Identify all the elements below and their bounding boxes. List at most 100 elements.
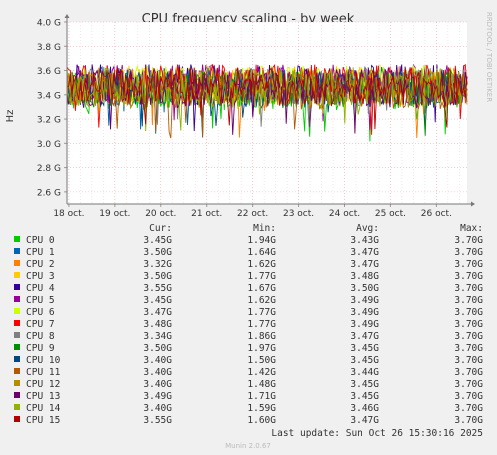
- legend-max-value: 3.70G: [454, 247, 483, 258]
- legend-header-cur: Cur:: [149, 223, 172, 234]
- legend-name: CPU 14: [26, 403, 61, 414]
- legend-name: CPU 5: [26, 295, 55, 306]
- y-axis-arrow: [64, 14, 70, 18]
- legend-cur-value: 3.40G: [143, 403, 172, 414]
- legend-row: CPU 9 3.50G 1.97G 3.45G 3.70G: [14, 343, 483, 354]
- legend-min-value: 1.94G: [247, 235, 276, 246]
- plot-area: [67, 22, 467, 204]
- legend-avg-value: 3.49G: [350, 319, 379, 330]
- legend-max-value: 3.70G: [454, 391, 483, 402]
- legend-max-value: 3.70G: [454, 319, 483, 330]
- legend-row: CPU 4 3.55G 1.67G 3.50G 3.70G: [14, 283, 483, 294]
- x-tick-label: 24 oct.: [329, 209, 360, 219]
- legend-swatch: [14, 344, 20, 350]
- legend-min-value: 1.77G: [247, 271, 276, 282]
- x-tick-label: 23 oct.: [283, 209, 314, 219]
- legend-row: CPU 10 3.40G 1.50G 3.45G 3.70G: [14, 355, 483, 366]
- legend-max-value: 3.70G: [454, 343, 483, 354]
- legend-min-value: 1.48G: [247, 379, 276, 390]
- x-tick-labels: 18 oct. 19 oct. 20 oct. 21 oct. 22 oct. 23 oc…: [53, 209, 452, 219]
- legend-cur-value: 3.40G: [143, 367, 172, 378]
- legend-max-value: 3.70G: [454, 415, 483, 426]
- legend-cur-value: 3.47G: [143, 307, 172, 318]
- y-tick-labels: 2.6 G 2.8 G 3.0 G 3.2 G 3.4 G 3.6 G 3.8 G 4.0 G: [37, 19, 61, 199]
- legend-row: CPU 3 3.50G 1.77G 3.48G 3.70G: [14, 271, 483, 282]
- y-axis-label: Hz: [5, 110, 16, 123]
- legend-max-value: 3.70G: [454, 403, 483, 414]
- legend-avg-value: 3.47G: [350, 331, 379, 342]
- legend-swatch: [14, 404, 20, 410]
- legend-rows: CPU 0 3.45G 1.94G 3.43G 3.70G CPU 1 3.50G 1.64G…: [14, 235, 483, 426]
- legend-min-value: 1.64G: [247, 247, 276, 258]
- legend-name: CPU 3: [26, 271, 55, 282]
- legend-cur-value: 3.40G: [143, 355, 172, 366]
- legend-swatch: [14, 308, 20, 314]
- legend-swatch: [14, 236, 20, 242]
- legend-name: CPU 10: [26, 355, 61, 366]
- legend-name: CPU 8: [26, 331, 55, 342]
- legend-swatch: [14, 320, 20, 326]
- legend-name: CPU 2: [26, 259, 55, 270]
- legend-row: CPU 8 3.34G 1.86G 3.47G 3.70G: [14, 331, 483, 342]
- legend-cur-value: 3.50G: [143, 247, 172, 258]
- legend-max-value: 3.70G: [454, 379, 483, 390]
- legend-min-value: 1.86G: [247, 331, 276, 342]
- legend-swatch: [14, 260, 20, 266]
- legend-min-value: 1.97G: [247, 343, 276, 354]
- legend-row: CPU 11 3.40G 1.42G 3.44G 3.70G: [14, 367, 483, 378]
- legend-cur-value: 3.45G: [143, 295, 172, 306]
- legend-row: CPU 7 3.48G 1.77G 3.49G 3.70G: [14, 319, 483, 330]
- legend-max-value: 3.70G: [454, 331, 483, 342]
- y-tick-label: 3.4 G: [37, 91, 61, 101]
- legend-swatch: [14, 284, 20, 290]
- legend-header-max: Max:: [460, 223, 483, 234]
- y-tick-label: 3.6 G: [37, 67, 61, 77]
- legend-cur-value: 3.55G: [143, 415, 172, 426]
- legend-name: CPU 1: [26, 247, 55, 258]
- legend-row: CPU 5 3.45G 1.62G 3.49G 3.70G: [14, 295, 483, 306]
- legend-avg-value: 3.49G: [350, 295, 379, 306]
- legend-avg-value: 3.45G: [350, 343, 379, 354]
- x-tick-label: 19 oct.: [99, 209, 130, 219]
- legend-avg-value: 3.47G: [350, 247, 379, 258]
- legend-name: CPU 4: [26, 283, 55, 294]
- legend-header-avg: Avg:: [356, 223, 379, 234]
- legend-swatch: [14, 332, 20, 338]
- axes: [64, 14, 475, 207]
- legend-max-value: 3.70G: [454, 295, 483, 306]
- legend-swatch: [14, 416, 20, 422]
- y-tick-label: 3.2 G: [37, 116, 61, 126]
- last-update: Last update: Sun Oct 26 15:30:16 2025: [271, 428, 483, 439]
- legend-swatch: [14, 248, 20, 254]
- legend-min-value: 1.42G: [247, 367, 276, 378]
- legend-cur-value: 3.40G: [143, 379, 172, 390]
- legend-max-value: 3.70G: [454, 355, 483, 366]
- legend-avg-value: 3.45G: [350, 355, 379, 366]
- legend-row: CPU 2 3.32G 1.62G 3.47G 3.70G: [14, 259, 483, 270]
- legend-row: CPU 12 3.40G 1.48G 3.45G 3.70G: [14, 379, 483, 390]
- legend-swatch: [14, 368, 20, 374]
- series-lines: [66, 63, 468, 142]
- legend-row: CPU 14 3.40G 1.59G 3.46G 3.70G: [14, 403, 483, 414]
- y-tick-label: 2.6 G: [37, 188, 61, 198]
- legend-name: CPU 0: [26, 235, 55, 246]
- legend-name: CPU 6: [26, 307, 55, 318]
- x-tick-label: 21 oct.: [191, 209, 222, 219]
- legend-min-value: 1.62G: [247, 259, 276, 270]
- legend-avg-value: 3.43G: [350, 235, 379, 246]
- legend-avg-value: 3.47G: [350, 415, 379, 426]
- legend-min-value: 1.62G: [247, 295, 276, 306]
- x-tick-label: 18 oct.: [53, 209, 84, 219]
- legend: Cur: Min: Avg: Max: CPU 0 3.45G 1.94G 3.43G…: [14, 223, 483, 426]
- legend-max-value: 3.70G: [454, 283, 483, 294]
- legend-row: CPU 15 3.55G 1.60G 3.47G 3.70G: [14, 415, 483, 426]
- y-tick-label: 3.8 G: [37, 43, 61, 53]
- legend-avg-value: 3.45G: [350, 379, 379, 390]
- legend-min-value: 1.60G: [247, 415, 276, 426]
- legend-min-value: 1.59G: [247, 403, 276, 414]
- legend-avg-value: 3.47G: [350, 259, 379, 270]
- legend-cur-value: 3.45G: [143, 235, 172, 246]
- legend-max-value: 3.70G: [454, 271, 483, 282]
- legend-avg-value: 3.46G: [350, 403, 379, 414]
